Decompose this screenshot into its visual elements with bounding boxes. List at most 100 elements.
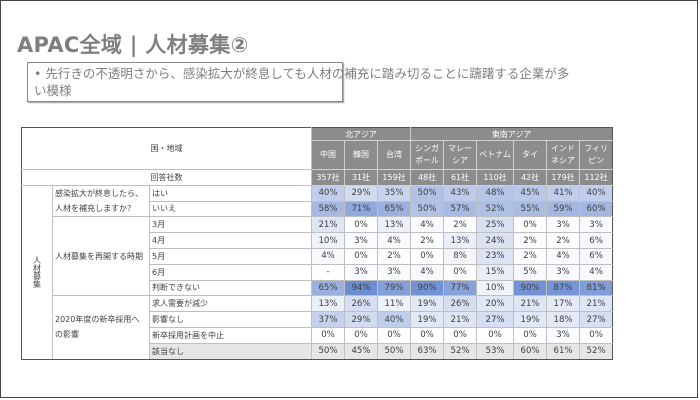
value-cell: 2% [410,232,445,249]
respondent-count: 357社 [311,169,346,186]
value-cell: 4% [410,263,445,281]
country-header: シンガ ポール [410,140,445,170]
respondent-count: 110社 [476,169,515,186]
value-cell: 5% [513,263,548,281]
value-cell: 71% [344,200,379,218]
value-cell: 21% [513,295,548,313]
option-label: 5月 [148,247,313,265]
value-cell: 4% [311,247,346,265]
value-cell: 2% [546,232,581,249]
value-cell: 0% [344,216,379,234]
value-cell: 26% [344,295,379,313]
value-cell: 0% [513,216,548,234]
value-cell: 3% [579,216,614,234]
option-label: 判断できない [148,279,313,297]
country-name-line1: フィリ [584,144,608,153]
value-cell: 0% [410,326,445,344]
option-label: 4月 [148,232,313,249]
country-header: フィリ ピン [579,140,614,170]
value-cell: 59% [546,200,581,218]
country-header: 中国 [311,140,346,170]
question-label: 感染拡大が終息したら、人材を補充しますか？ [52,184,150,218]
value-cell: 23% [476,247,515,265]
value-cell: 2% [377,247,412,265]
value-cell: 0% [443,326,478,344]
value-cell: 50% [311,342,346,360]
country-name-line1: インド [551,144,576,153]
country-name-line1: タイ [522,150,539,159]
value-cell: 6% [579,232,614,249]
value-cell: 52% [476,200,515,218]
value-cell: 21% [311,216,346,234]
value-cell: 4% [579,263,614,281]
value-cell: 3% [344,232,379,249]
country-header: インド ネシア [546,140,581,170]
value-cell: 27% [579,311,614,328]
value-cell: 0% [476,326,515,344]
page-title: APAC全域 | 人材募集② [17,33,249,57]
country-name-line2: ポール [415,156,440,165]
value-cell: 50% [410,200,445,218]
value-cell: 60% [513,342,548,360]
value-cell: 81% [579,279,614,297]
value-cell: 50% [377,342,412,360]
value-cell: 77% [443,279,478,297]
value-cell: 0% [311,326,346,344]
value-cell: 87% [546,279,581,297]
region-header-label: 国・地域 [20,127,313,170]
value-cell: 4% [410,216,445,234]
value-cell: 0% [344,247,379,265]
value-cell: 10% [476,279,515,297]
table-row: 該当なし 50% 45% 50% 63% 52% 53% 60% 61% 52% [22,342,614,360]
value-cell: 2% [443,216,478,234]
value-cell: 26% [443,295,478,313]
value-cell: 37% [311,311,346,328]
value-cell: 18% [546,311,581,328]
value-cell: 41% [546,184,581,202]
table-row: 人材募集 感染拡大が終息したら、人材を補充しますか？ はい 40% 29% 35% 50% 4… [21,184,614,360]
respondent-count: 159社 [377,169,412,186]
value-cell: 20% [476,295,515,313]
country-name-line1: ベトナム [479,150,511,159]
value-cell: 4% [546,247,581,265]
country-header: 台湾 [377,140,412,170]
country-header: タイ [513,140,548,170]
value-cell: 40% [579,184,614,202]
value-cell: 19% [410,295,445,313]
value-cell: 3% [546,326,581,344]
value-cell: 11% [377,295,412,313]
respondent-count: 31社 [344,169,379,186]
country-name-line2: ネシア [551,156,576,165]
group-header-0: 北アジア [311,127,412,141]
value-cell: 0% [410,247,445,265]
table-row: 人材募集を再開する時期 3月 21% 0% 13% 4% 2% 25% 0% 3% 3% [22,216,614,297]
group-header-1: 東南アジア [410,127,614,141]
question-label: 人材募集を再開する時期 [52,216,150,297]
value-cell: 6% [579,247,614,265]
value-cell: 13% [377,216,412,234]
value-cell: 17% [546,295,581,313]
value-cell: 90% [513,279,548,297]
country-name-line2: シア [452,156,469,165]
option-label: 求人需要が減少 [148,295,313,313]
value-cell: 65% [311,279,346,297]
country-name-line1: 中国 [320,150,337,159]
value-cell: 45% [513,184,548,202]
value-cell: 60% [579,200,614,218]
respondent-count: 179社 [546,169,581,186]
value-cell: 52% [579,342,614,360]
country-name-line1: シンガ [415,144,440,153]
value-cell: 29% [344,311,379,328]
value-cell: 8% [443,247,478,265]
table-row: 4月 10% 3% 4% 2% 13% 24% 2% 2% 6% [22,232,614,249]
option-label: 6月 [148,263,313,281]
value-cell: 0% [377,326,412,344]
respondent-count: 42社 [513,169,548,186]
table-row: 影響なし 37% 29% 40% 19% 21% 27% 19% 18% 27% [22,311,614,328]
summary-line-1: • 先行きの不透明さから、感染拡大が終息しても人材の補充に踏み切ることに躊躇する… [34,66,570,81]
value-cell: 25% [476,216,515,234]
respondent-count: 48社 [410,169,445,186]
value-cell: 94% [344,279,379,297]
value-cell: 40% [311,184,346,202]
value-cell: 2% [513,232,548,249]
